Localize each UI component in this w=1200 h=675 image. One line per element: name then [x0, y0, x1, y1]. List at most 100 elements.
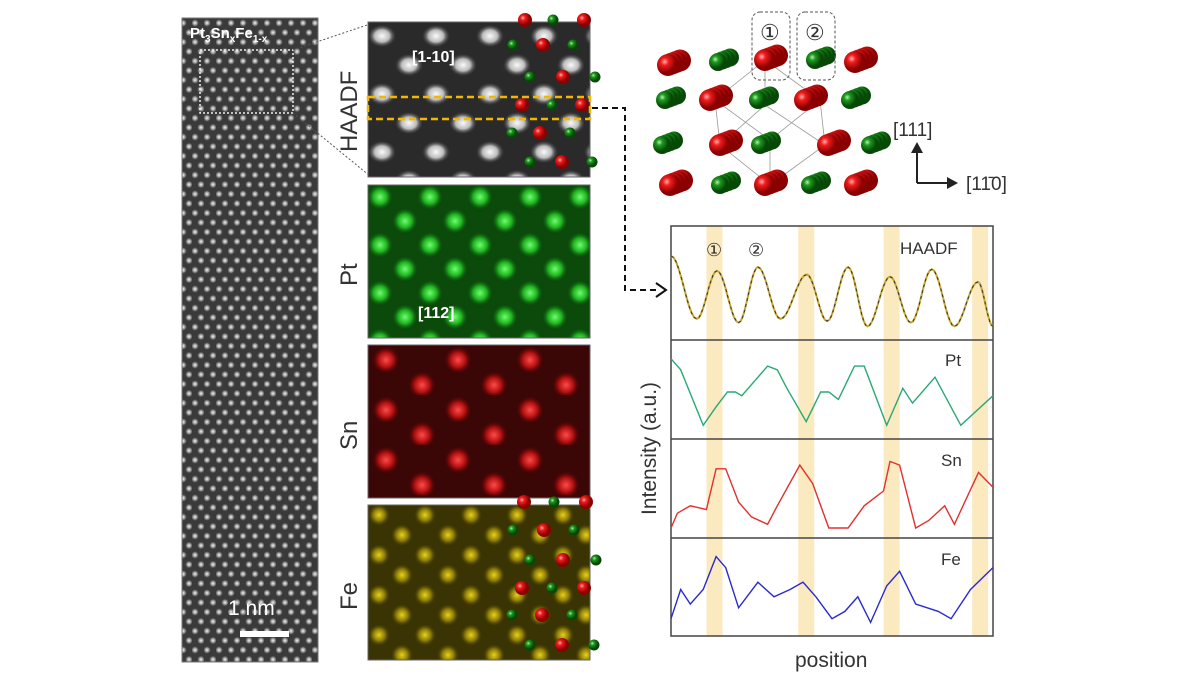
- pt-atom: [590, 554, 602, 566]
- sn-column: [659, 169, 693, 196]
- zoom-line-bottom: [292, 112, 371, 177]
- scale-bar: [240, 631, 289, 637]
- haadf-map-label: HAADF: [336, 71, 363, 152]
- haadf-map: [367, 21, 591, 178]
- sn-atom: [577, 13, 591, 27]
- pt-atom: [567, 39, 579, 51]
- pt-column: [841, 86, 871, 109]
- pt-atom: [524, 71, 536, 83]
- series-line-pt: [670, 358, 994, 428]
- pt-column: [801, 171, 831, 194]
- axis-arrows-icon: [911, 142, 958, 189]
- unit-cell-lines: [714, 59, 826, 186]
- sn-column: [754, 169, 788, 196]
- sn-map: [367, 344, 591, 499]
- sn-column: [794, 84, 828, 111]
- atom-overlay: [506, 13, 602, 652]
- pt-atom: [548, 496, 560, 508]
- sn-atom: [535, 608, 549, 622]
- pt-column: [653, 131, 683, 154]
- compound-label: Pt3SnxFe1-x: [190, 25, 268, 45]
- pt-map: [367, 184, 591, 339]
- pt-atom: [546, 99, 558, 111]
- sn-column: [657, 49, 691, 76]
- pt-column: [656, 86, 686, 109]
- sn-atom: [533, 126, 547, 140]
- pt-map-label: Pt: [336, 263, 363, 286]
- sn-column: [844, 169, 878, 196]
- pt-column: [751, 131, 781, 154]
- region-of-interest-box: [199, 49, 294, 114]
- fe-map-label: Fe: [336, 582, 363, 610]
- pt-atom: [524, 156, 536, 168]
- series-label-pt: Pt: [945, 351, 961, 370]
- pt-atom: [546, 582, 558, 594]
- pt-atom: [564, 127, 576, 139]
- column-marker-1: ①: [706, 240, 722, 260]
- sn-atom: [515, 98, 529, 112]
- chart-frame: [670, 225, 994, 637]
- zoom-line-top: [292, 23, 371, 51]
- sn-atom: [575, 98, 589, 112]
- y-axis-label: Intensity (a.u.): [638, 382, 661, 515]
- pt-atom: [568, 524, 580, 536]
- pt-column: [806, 46, 836, 69]
- crystal-model: [653, 44, 891, 196]
- series-line-fe: [670, 555, 994, 625]
- pt-column: [861, 131, 891, 154]
- column-2-box: [796, 11, 836, 81]
- pt-atom: [506, 127, 518, 139]
- pt-atom: [566, 609, 578, 621]
- fe-map: [367, 504, 591, 661]
- column-highlight: [972, 226, 989, 636]
- sn-atom: [518, 13, 532, 27]
- scale-bar-label: 1 nm: [228, 597, 275, 620]
- pt-atom: [589, 71, 601, 83]
- sn-column: [709, 129, 743, 156]
- intensity-profile-chart: [670, 225, 994, 637]
- pt-zone-axis: [112]: [418, 305, 454, 322]
- sn-atom: [537, 523, 551, 537]
- stem-image: Pt3SnxFe1-x 1 nm: [181, 17, 319, 663]
- sn-column: [699, 84, 733, 111]
- sn-column: [754, 44, 788, 71]
- series-line-haadf-dash: [670, 255, 994, 327]
- sn-column: [844, 46, 878, 73]
- haadf-zone-axis: [1-10]: [412, 49, 455, 66]
- pt-column: [749, 86, 779, 109]
- pt-atom: [547, 14, 559, 26]
- column-highlight: [798, 226, 815, 636]
- axis-label-1-10: [11̄0]: [966, 174, 1007, 195]
- profile-arrow: [592, 107, 660, 291]
- sn-map-label: Sn: [336, 421, 363, 450]
- axis-label-111: [111]: [893, 120, 932, 141]
- pt-atom: [507, 524, 519, 536]
- pt-atom: [506, 609, 518, 621]
- pt-column: [711, 171, 741, 194]
- sn-column: [817, 129, 851, 156]
- x-axis-label: position: [795, 649, 867, 672]
- sn-atom: [536, 38, 550, 52]
- sn-atom: [556, 70, 570, 84]
- pt-atom: [507, 39, 519, 51]
- column-highlight: [883, 226, 900, 636]
- sn-atom: [555, 155, 569, 169]
- line-profile-selection-box: [366, 95, 592, 121]
- pt-atom: [524, 554, 536, 566]
- pt-atom: [588, 639, 600, 651]
- column-1-label: ①: [760, 20, 780, 45]
- sn-atom: [556, 553, 570, 567]
- sn-atom: [577, 581, 591, 595]
- series-label-sn: Sn: [941, 451, 962, 470]
- sn-atom: [555, 638, 569, 652]
- sn-atom: [517, 495, 531, 509]
- series-label-fe: Fe: [941, 550, 961, 569]
- series-line-sn: [670, 460, 994, 530]
- pt-atom: [586, 156, 598, 168]
- sn-atom: [579, 495, 593, 509]
- pt-atom: [524, 639, 536, 651]
- column-2-label: ②: [805, 20, 825, 45]
- arrow-head-icon: [655, 282, 668, 298]
- pt-column: [709, 48, 739, 71]
